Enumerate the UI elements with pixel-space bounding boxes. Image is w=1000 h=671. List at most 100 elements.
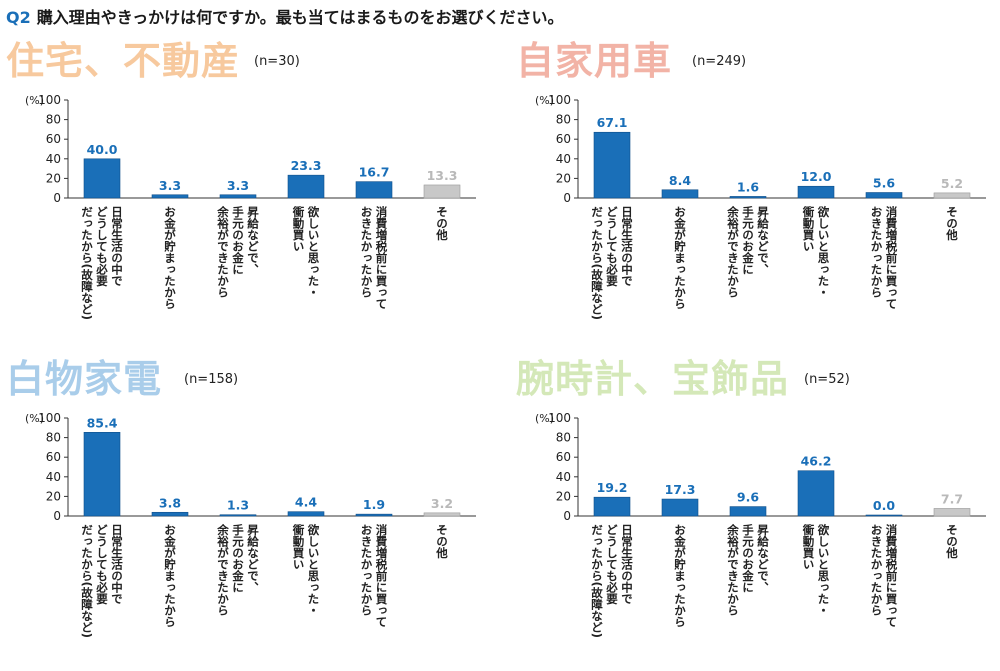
y-tick-label: 100 [38,411,61,425]
bar [355,181,393,199]
y-tick-label: 40 [46,152,61,166]
sample-size: (n=30) [254,54,300,69]
category-label: その他 [435,524,449,559]
panel-title: 腕時計、宝飾品 [516,357,790,401]
y-tick-label: 80 [556,113,571,127]
svg-text:日常生活の中で: 日常生活の中で [110,524,124,605]
y-tick-label: 0 [53,191,61,205]
panel-title: 自家用車 [516,39,673,83]
y-tick-label: 40 [46,470,61,484]
svg-text:消費増税前に買って: 消費増税前に買って [885,523,899,627]
panel-title: 住宅、不動産 [6,39,241,83]
svg-text:どうしても必要: どうしても必要 [605,206,619,287]
category-label: お金が貯まったから [673,206,687,310]
svg-text:昇給などで、: 昇給などで、 [756,524,770,593]
y-tick-label: 0 [563,509,571,523]
svg-text:衝動買い: 衝動買い [802,523,816,570]
bar-chart: (%) 0 20 40 60 80 100 40.0 日常生活の中でどうしても必要だったから(故… [25,93,476,320]
bar-value-label: 85.4 [87,415,118,430]
panel-title: 白物家電 [6,357,163,401]
svg-text:衝動買い: 衝動買い [802,205,816,252]
bar-value-label: 67.1 [597,115,628,130]
bar-value-label: 40.0 [87,142,118,157]
bar-value-label: 5.6 [873,176,895,191]
bar [797,470,835,517]
panel-housing: 住宅、不動産 (n=30) (%) 0 20 40 60 80 100 40.0 日常生活の中で… [6,30,496,350]
svg-text:手元のお金に: 手元のお金に [231,523,245,593]
bar [219,194,257,199]
svg-text:お金が貯まったから: お金が貯まったから [673,524,687,628]
y-tick-label: 40 [556,152,571,166]
bar-value-label: 3.8 [159,495,181,510]
category-label: 欲しいと思った・衝動買い [802,523,831,616]
svg-text:衝動買い: 衝動買い [292,205,306,252]
bar [729,506,767,517]
y-tick-label: 80 [46,431,61,445]
bar-value-label: 4.4 [295,495,317,510]
svg-text:お金が貯まったから: お金が貯まったから [163,206,177,310]
svg-text:その他: その他 [945,524,959,559]
bar [151,511,189,517]
bar-chart: (%) 0 20 40 60 80 100 19.2 日常生活の中でどうしても必要だったから(故… [535,411,986,638]
y-axis-label: (%) [25,94,44,107]
svg-text:余裕ができたから: 余裕ができたから [726,205,740,298]
bar-value-label: 0.0 [873,498,895,513]
svg-text:昇給などで、: 昇給などで、 [756,206,770,275]
y-tick-label: 100 [548,93,571,107]
bar-value-label: 16.7 [359,165,390,180]
y-tick-label: 80 [46,113,61,127]
y-tick-label: 20 [46,489,61,503]
svg-text:どうしても必要: どうしても必要 [605,524,619,605]
y-tick-label: 60 [556,132,571,146]
y-tick-label: 100 [38,93,61,107]
bar [865,514,903,517]
bar [865,192,903,199]
svg-text:日常生活の中で: 日常生活の中で [110,206,124,287]
y-axis-label: (%) [535,94,554,107]
bar-value-label: 1.3 [227,498,249,513]
bar [933,192,971,199]
bar [423,512,461,517]
bar-value-label: 5.2 [941,176,963,191]
svg-text:お金が貯まったから: お金が貯まったから [673,206,687,310]
y-tick-label: 60 [556,450,571,464]
svg-text:欲しいと思った・: 欲しいと思った・ [817,205,831,298]
svg-text:どうしても必要: どうしても必要 [95,524,109,605]
bar-value-label: 46.2 [801,454,832,469]
bar-value-label: 3.3 [159,178,181,193]
panel-car: 自家用車 (n=249) (%) 0 20 40 60 80 100 67.1 日常生活の中でど… [516,30,1000,350]
bar [83,432,121,517]
category-label: お金が貯まったから [163,524,177,628]
svg-text:余裕ができたから: 余裕ができたから [216,205,230,298]
svg-text:だったから(故障など): だったから(故障など) [590,206,604,320]
y-tick-label: 20 [556,171,571,185]
y-tick-label: 20 [46,171,61,185]
y-axis-label: (%) [535,412,554,425]
bar-value-label: 23.3 [291,158,322,173]
svg-text:消費増税前に買って: 消費増税前に買って [375,523,389,627]
svg-text:どうしても必要: どうしても必要 [95,206,109,287]
bar [423,184,461,199]
category-label: 欲しいと思った・衝動買い [802,205,831,298]
svg-text:日常生活の中で: 日常生活の中で [620,206,634,287]
bar [729,196,767,199]
category-label: 欲しいと思った・衝動買い [292,205,321,298]
y-tick-label: 20 [556,489,571,503]
bar [797,185,835,199]
bar-value-label: 19.2 [597,480,628,495]
bar-value-label: 8.4 [669,173,691,188]
y-tick-label: 40 [556,470,571,484]
svg-text:日常生活の中で: 日常生活の中で [620,524,634,605]
category-label: 欲しいと思った・衝動買い [292,523,321,616]
svg-text:手元のお金に: 手元のお金に [741,523,755,593]
y-tick-label: 0 [563,191,571,205]
svg-text:衝動買い: 衝動買い [292,523,306,570]
bar-value-label: 13.3 [427,168,458,183]
svg-text:消費増税前に買って: 消費増税前に買って [885,205,899,309]
